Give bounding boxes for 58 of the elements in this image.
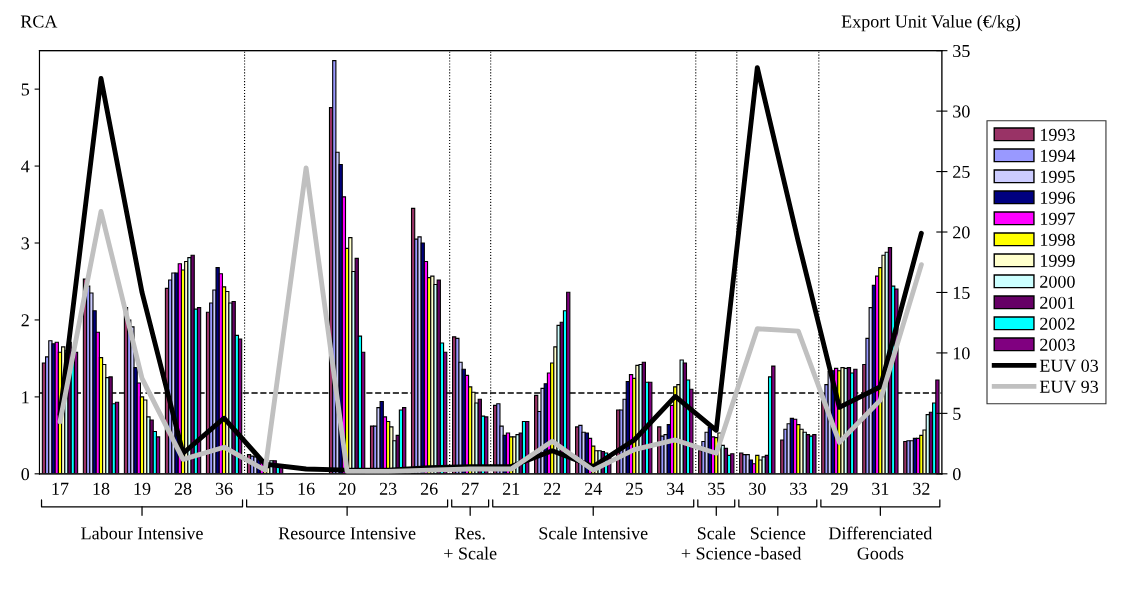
x-tick-label: 25 <box>626 482 643 495</box>
text: Resource Intensive <box>278 527 416 540</box>
x-tick-label: 19 <box>134 482 151 495</box>
y2-tick-label: 5 <box>953 407 961 420</box>
y2-tick-label: 30 <box>953 105 970 118</box>
y2-tick-label: 20 <box>953 226 970 239</box>
text: Differenciated Goods <box>828 526 933 560</box>
x-tick-label: 28 <box>174 482 192 495</box>
legend-label: 1996 <box>1040 191 1075 204</box>
legend-label: 1998 <box>1040 233 1075 246</box>
x-tick-label: 18 <box>93 482 110 495</box>
y2-axis-title: Export Unit Value (€/kg) <box>841 14 1021 32</box>
x-tick-label: 22 <box>543 482 561 495</box>
legend-label: EUV 93 <box>1039 380 1099 393</box>
y2-tick-label: 25 <box>953 165 970 179</box>
x-tick-label: 33 <box>790 482 807 495</box>
y-tick-label: 4 <box>21 160 30 173</box>
y2-tick-label: 15 <box>953 286 970 299</box>
text: Scale Intensive <box>539 526 648 540</box>
legend-label: 1999 <box>1040 254 1075 267</box>
x-tick-label: 17 <box>52 482 69 495</box>
legend-label: EUV 03 <box>1039 359 1099 372</box>
x-tick-label: 24 <box>584 482 602 495</box>
x-tick-label: 29 <box>831 482 848 495</box>
x-tick-label: 20 <box>338 482 356 495</box>
y-tick-label: 5 <box>21 83 30 96</box>
text: Res. + Scale <box>444 527 497 560</box>
y2-tick-label: 10 <box>953 347 970 360</box>
legend-label: 1997 <box>1040 212 1075 225</box>
text: Scale + Science <box>681 526 752 560</box>
y-tick-label: 3 <box>21 237 30 250</box>
x-tick-label: 32 <box>913 482 930 495</box>
legend-label: 1993 <box>1040 128 1075 141</box>
x-tick-label: 23 <box>379 482 397 495</box>
legend-label: 2003 <box>1040 338 1075 351</box>
y2-tick-label: 35 <box>953 44 970 58</box>
x-tick-label: 36 <box>215 482 233 495</box>
legend-label: 1995 <box>1040 170 1075 183</box>
text: Labour Intensive <box>81 526 203 540</box>
x-tick-label: 15 <box>257 482 274 495</box>
y-axis-title: RCA <box>20 15 58 28</box>
legend-label: 2002 <box>1040 317 1075 330</box>
legend-label: 2001 <box>1040 296 1075 309</box>
y2-tick-label: 0 <box>952 468 961 481</box>
legend-label: 1994 <box>1040 149 1076 162</box>
x-tick-label: 34 <box>667 482 685 495</box>
x-tick-label: 31 <box>872 482 889 495</box>
y-tick-label: 2 <box>21 314 29 327</box>
x-tick-label: 30 <box>749 482 766 495</box>
y-tick-label: 0 <box>21 468 30 481</box>
x-tick-label: 21 <box>502 482 520 495</box>
x-tick-label: 26 <box>420 482 438 495</box>
x-tick-label: 16 <box>298 482 315 495</box>
legend-label: 2000 <box>1040 275 1075 288</box>
x-tick-label: 35 <box>708 482 725 495</box>
x-tick-label: 27 <box>461 482 479 495</box>
y-tick-label: 1 <box>22 391 29 404</box>
text: Science -based <box>750 527 806 560</box>
